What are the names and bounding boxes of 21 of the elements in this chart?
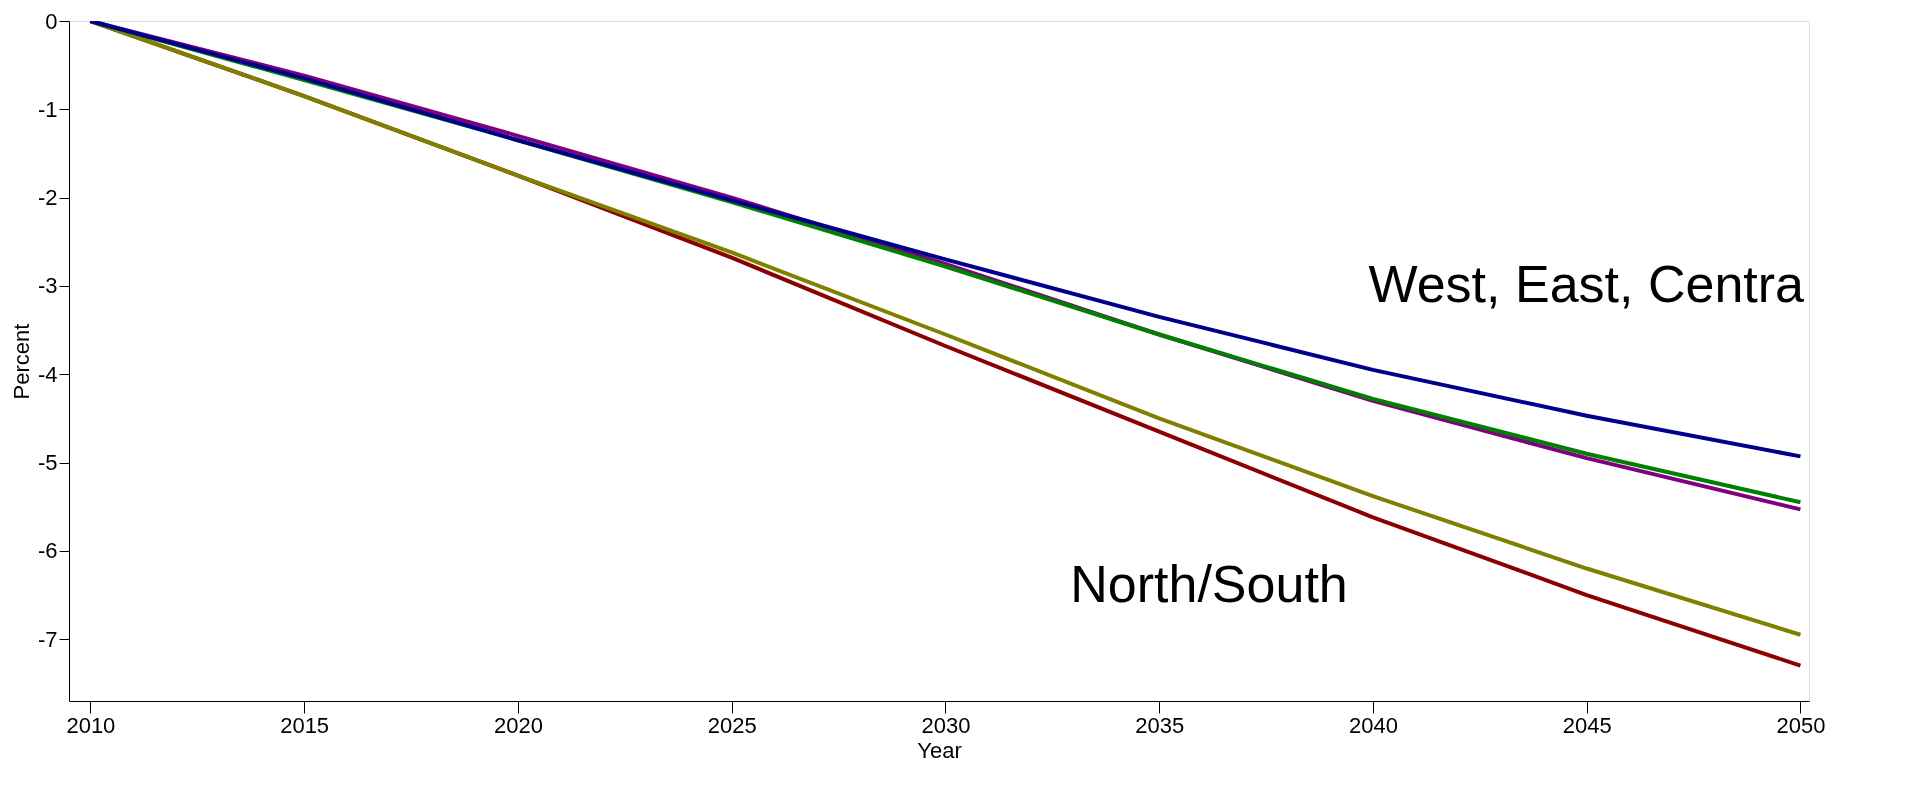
y-tick-label: -3: [37, 273, 58, 299]
y-tick-label: -4: [37, 361, 58, 387]
x-tick-label: 2015: [280, 712, 330, 738]
x-tick-label: 2035: [1135, 712, 1185, 738]
y-tick-label: -6: [37, 538, 58, 564]
x-tick-label: 2050: [1776, 712, 1826, 738]
annotation: West, East, Centra: [1368, 255, 1805, 313]
y-tick-label: -2: [37, 185, 58, 211]
x-tick-label: 2045: [1562, 712, 1612, 738]
annotation: North/South: [1070, 555, 1348, 613]
y-axis-title: Percent: [8, 323, 34, 400]
x-tick-label: 2025: [707, 712, 757, 738]
y-tick-label: -7: [37, 626, 58, 652]
x-axis-title: Year: [917, 737, 962, 763]
x-tick-label: 2010: [66, 712, 116, 738]
y-tick-label: 0: [45, 8, 58, 34]
y-tick-label: -1: [37, 96, 58, 122]
x-tick-label: 2030: [921, 712, 971, 738]
x-tick-label: 2040: [1348, 712, 1398, 738]
x-tick-label: 2020: [493, 712, 543, 738]
y-tick-label: -5: [37, 450, 58, 476]
